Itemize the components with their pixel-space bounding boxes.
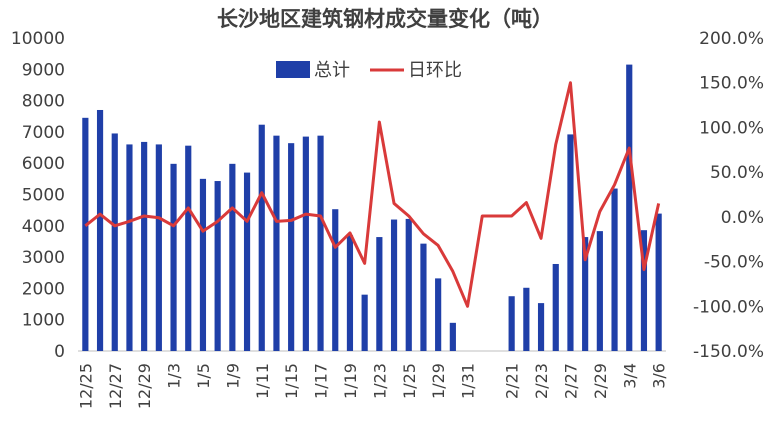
bar	[405, 218, 412, 351]
right-tick-label: 0.0%	[721, 208, 764, 228]
x-tick-label: 3/4	[620, 363, 639, 389]
bar	[332, 209, 339, 351]
right-tick-label: 200.0%	[699, 29, 764, 49]
left-tick-label: 4000	[22, 217, 65, 237]
bar	[170, 163, 177, 351]
left-tick-label: 3000	[22, 248, 65, 268]
x-tick-label: 12/29	[135, 363, 154, 409]
left-tick-label: 7000	[22, 123, 65, 143]
bar	[111, 133, 118, 351]
left-tick-label: 0	[54, 342, 65, 362]
bar	[552, 263, 559, 351]
bar	[141, 141, 148, 351]
bar	[508, 296, 515, 351]
left-tick-label: 1000	[22, 311, 65, 331]
bar	[126, 144, 133, 351]
bar	[317, 135, 324, 351]
bar	[229, 163, 236, 351]
bar-series	[82, 64, 662, 352]
right-tick-label: 100.0%	[699, 118, 764, 138]
bar	[596, 231, 603, 351]
bar	[288, 143, 295, 351]
x-tick-label: 1/31	[459, 363, 478, 399]
bar	[435, 278, 442, 351]
x-tick-label: 1/29	[429, 363, 448, 399]
bar	[155, 144, 162, 351]
x-tick-label: 1/23	[370, 363, 389, 399]
x-tick-label: 1/25	[400, 363, 419, 399]
bar	[449, 322, 456, 351]
x-tick-label: 1/3	[165, 363, 184, 389]
bar	[258, 124, 265, 352]
x-tick-label: 2/21	[503, 363, 522, 399]
bar	[582, 237, 589, 351]
bar	[537, 303, 545, 351]
left-tick-label: 6000	[22, 154, 65, 174]
left-tick-label: 8000	[22, 92, 65, 112]
legend: 总计 日环比	[276, 60, 462, 81]
x-tick-label: 1/5	[194, 363, 213, 389]
right-tick-label: -50.0%	[704, 253, 764, 273]
chart-title: 长沙地区建筑钢材成交量变化（吨）	[217, 7, 553, 31]
bar	[302, 136, 309, 351]
x-tick-label: 2/29	[591, 363, 610, 399]
right-axis-ticks: 200.0% 150.0% 100.0% 50.0% 0.0% -50.0% -100.0%…	[693, 29, 764, 362]
left-tick-label: 10000	[11, 29, 65, 49]
bar	[655, 213, 662, 351]
left-axis-ticks: 1000090008000700060005000400030002000100…	[11, 29, 65, 362]
bar	[214, 181, 221, 351]
x-tick-label: 3/6	[650, 363, 669, 389]
bar	[640, 230, 648, 351]
bar	[346, 235, 354, 351]
legend-bar-swatch	[276, 61, 310, 78]
bar	[96, 109, 104, 352]
left-tick-label: 2000	[22, 279, 65, 299]
bar	[199, 178, 207, 351]
left-tick-label: 5000	[22, 186, 65, 206]
x-tick-label: 1/11	[253, 363, 272, 399]
bar	[273, 135, 280, 351]
x-tick-label: 2/27	[561, 363, 580, 399]
left-tick-label: 9000	[22, 60, 65, 80]
bar	[523, 287, 530, 351]
bar	[376, 237, 383, 351]
bar	[420, 243, 427, 351]
line-series	[84, 81, 661, 308]
x-tick-label: 12/25	[76, 363, 95, 409]
bar	[243, 172, 251, 351]
right-tick-label: 50.0%	[710, 163, 764, 183]
bar	[611, 188, 618, 351]
legend-bar-label: 总计	[314, 60, 350, 81]
x-tick-label: 1/15	[282, 363, 301, 399]
bar	[626, 64, 633, 351]
bar	[185, 145, 192, 351]
x-tick-label: 1/19	[341, 363, 360, 399]
x-tick-label: 1/17	[312, 363, 331, 399]
x-tick-label: 2/23	[532, 363, 551, 399]
bar	[567, 134, 574, 351]
legend-line-label: 日环比	[408, 60, 462, 81]
x-axis-ticks: 12/25 12/27 12/29 1/3 1/5 1/9 1/11 1/15 1/17 1/19…	[76, 363, 668, 409]
right-tick-label: -100.0%	[693, 297, 764, 317]
right-tick-label: 150.0%	[699, 74, 764, 94]
x-tick-label: 12/27	[106, 363, 125, 409]
x-tick-label: 1/9	[223, 363, 242, 389]
bar	[361, 294, 368, 351]
bar	[82, 117, 89, 351]
right-tick-label: -150.0%	[693, 342, 764, 362]
bar	[390, 219, 398, 351]
line-series-path	[84, 81, 661, 308]
